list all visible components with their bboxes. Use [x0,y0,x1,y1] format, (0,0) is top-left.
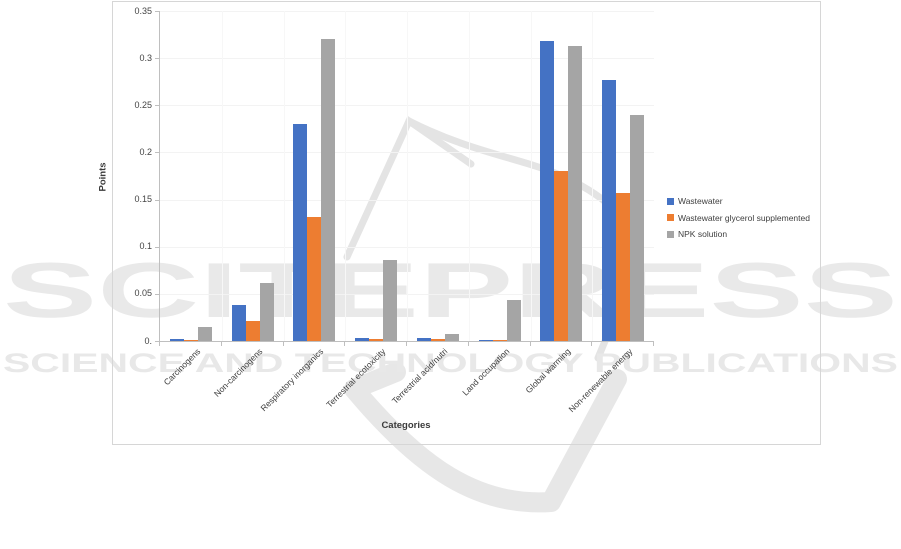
y-tick-mark [155,341,159,342]
bar-npk-solution-land-occupation [507,300,521,341]
bar-wastewater-glycerol-supplemented-global-warming [554,171,568,341]
bar-npk-solution-terrestrial-acid-nutri [445,334,459,341]
legend-item: Wastewater glycerol supplemented [667,212,810,223]
vertical-gridline [468,11,470,341]
vertical-gridline [221,11,223,341]
y-tick-mark [155,199,159,201]
y-tick-label: 0.3 [139,52,152,63]
bar-wastewater-terrestrial-ecotoxicity [355,338,369,341]
bar-npk-solution-respiratory-inorganics [321,39,335,341]
bar-npk-solution-non-carcinogens [260,283,274,341]
x-tick-mark [282,342,284,346]
y-tick-label: 0. [144,335,152,346]
bar-wastewater-glycerol-supplemented-non-renewable-energy [616,193,630,341]
y-tick-label: 0.05 [134,288,152,299]
bar-npk-solution-terrestrial-ecotoxicity [383,260,397,341]
watermark-subtitle-text: SCIENCE AND TECHNOLOGY PUBLICATIONS [3,348,898,378]
legend-label: Wastewater [678,196,723,206]
bar-wastewater-non-carcinogens [232,305,246,341]
watermark-check-swoosh-shape [344,362,627,513]
chart-frame [112,1,821,445]
bar-wastewater-land-occupation [479,340,493,341]
vertical-gridline [283,11,285,341]
legend-label: NPK solution [678,229,728,239]
y-tick-mark [155,152,159,154]
x-axis-title: Categories [381,420,431,431]
bar-wastewater-glycerol-supplemented-non-carcinogens [246,321,260,341]
y-tick-label: 0.15 [134,194,152,205]
x-tick-mark [467,342,469,346]
bar-npk-solution-non-renewable-energy [630,115,644,341]
vertical-gridline [592,11,594,341]
y-tick-mark [155,11,159,12]
y-tick-label: 0.35 [134,5,152,16]
bar-wastewater-respiratory-inorganics [293,124,307,341]
watermark-brand-text: SCITEPRESS [3,246,898,334]
x-tick-mark [653,342,654,346]
bar-wastewater-glycerol-supplemented-terrestrial-ecotoxicity [369,339,383,341]
y-tick-label: 0.2 [139,146,152,157]
x-tick-mark [529,342,531,346]
vertical-gridline [407,11,408,341]
bar-wastewater-carcinogens [170,339,184,341]
bar-npk-solution-carcinogens [198,327,212,341]
y-tick-label: 0.25 [134,99,152,110]
legend-item: NPK solution [667,230,810,239]
bar-wastewater-glycerol-supplemented-terrestrial-acid-nutri [431,339,445,341]
legend-label: Wastewater glycerol supplemented [678,212,810,223]
x-tick-mark [220,342,222,346]
bar-wastewater-global-warming [540,41,554,341]
y-axis-title: Points [97,162,109,192]
legend-color-swatch [667,197,674,205]
y-tick-mark [155,58,159,60]
x-tick-mark [159,342,160,346]
legend: Wastewater Wastewater glycerol supplement… [667,197,810,239]
legend-item: Wastewater [667,197,810,206]
x-tick-mark [344,342,346,346]
plot-area [159,11,654,342]
legend-color-swatch [667,214,674,222]
y-tick-mark [155,293,159,295]
y-tick-mark [155,105,159,107]
legend-color-swatch [667,230,674,238]
x-tick-mark [591,342,593,346]
bar-npk-solution-global-warming [568,46,582,341]
x-tick-mark [406,342,407,346]
vertical-gridline [530,11,532,341]
bar-wastewater-glycerol-supplemented-respiratory-inorganics [307,217,321,341]
y-tick-label: 0.1 [139,241,152,252]
bar-wastewater-glycerol-supplemented-carcinogens [184,340,198,341]
bar-wastewater-terrestrial-acid-nutri [417,338,431,341]
bar-wastewater-glycerol-supplemented-land-occupation [493,340,507,341]
vertical-gridline [345,11,347,341]
bar-wastewater-non-renewable-energy [602,80,616,341]
y-tick-mark [155,246,159,248]
